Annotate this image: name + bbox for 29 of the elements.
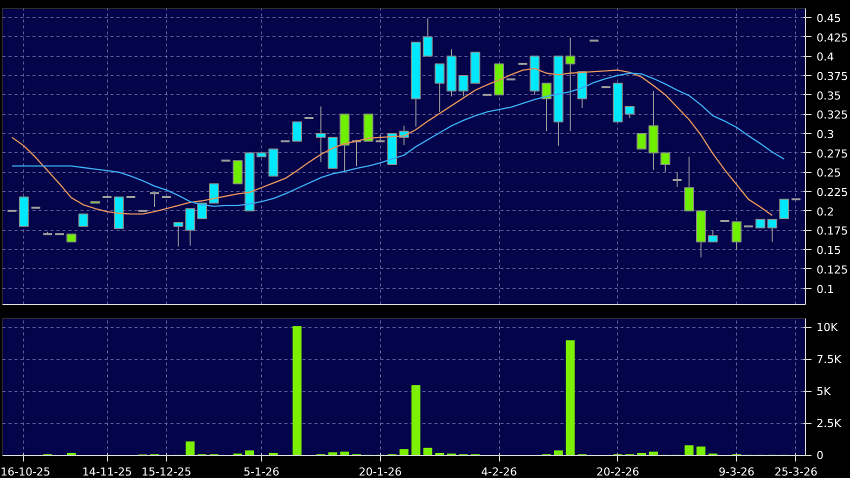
x-tick-label: 15-12-25 [141, 466, 192, 478]
x-tick-label: 9-3-26 [718, 466, 755, 478]
x-tick-label: 25-3-26 [774, 466, 818, 478]
y-tick-label: 0.325 [816, 108, 848, 122]
x-tick-label: 20-2-26 [596, 466, 640, 478]
y-tick-label: 0.15 [816, 244, 841, 258]
y-tick-label: 0.2 [816, 205, 834, 218]
y-tick-label: 7.5K [816, 352, 842, 366]
x-tick-label: 14-11-25 [82, 466, 132, 478]
y-tick-label: 0.3 [816, 128, 834, 142]
x-tick-label: 16-10-25 [0, 466, 50, 478]
y-tick-label: 0.4 [816, 50, 834, 64]
y-tick-label: 5K [816, 384, 832, 398]
y-tick-label: 0.175 [816, 224, 848, 238]
y-tick-label: 0.35 [816, 89, 841, 102]
y-tick-label: 0.125 [816, 263, 848, 276]
x-tick-label: 4-2-26 [481, 466, 517, 478]
y-tick-label: 10K [816, 320, 838, 334]
x-tick-label: 20-1-26 [358, 466, 402, 478]
y-tick-label: 0.425 [816, 31, 848, 44]
y-tick-label: 0.275 [816, 147, 848, 160]
y-tick-label: 0 [816, 449, 824, 462]
y-tick-label: 0.375 [816, 70, 848, 83]
y-tick-label: 0.45 [816, 12, 841, 25]
y-tick-label: 0.225 [816, 186, 848, 200]
x-tick-label: 5-1-26 [243, 466, 280, 478]
y-tick-label: 2.5K [816, 416, 842, 430]
y-tick-label: 0.25 [816, 166, 841, 180]
y-tick-label: 0.1 [816, 282, 834, 296]
